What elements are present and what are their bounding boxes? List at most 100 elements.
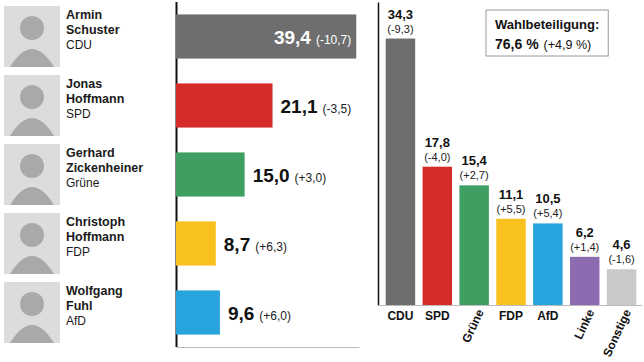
photo-head (20, 154, 44, 178)
photo-placeholder (4, 75, 60, 136)
tick-label: AfD (537, 309, 559, 323)
photo-shoulders (10, 325, 54, 343)
tick-line (378, 305, 642, 306)
tick: CDU (387, 305, 413, 323)
data-label: 39,4 (274, 27, 311, 48)
name-line: Schuster (66, 23, 120, 37)
annotation-text: 76,6 % (495, 36, 539, 52)
change-label: (-1,6) (608, 253, 634, 265)
tick-label: CDU (387, 309, 413, 323)
data-label: 4,6 (613, 237, 631, 252)
candidate-name: GerhardZickenheiner (66, 146, 143, 175)
change-label: (-10,7) (316, 33, 351, 47)
bar (459, 185, 488, 305)
change-label: (-9,3) (387, 23, 413, 35)
change-label: (+3,0) (295, 171, 327, 185)
data-label: 6,2 (576, 225, 594, 240)
name-line: Zickenheiner (66, 161, 143, 175)
change-label: (+1,4) (570, 241, 599, 253)
photo-frame (4, 6, 60, 67)
tick-label: Sonstige (600, 307, 634, 359)
data-label: 21,1 (281, 96, 318, 117)
name-line: Armin (66, 8, 102, 22)
bar (423, 167, 452, 305)
value-axis (177, 2, 360, 348)
tick (378, 305, 642, 306)
data-label: 9,6 (228, 303, 254, 324)
tick: AfD (537, 305, 559, 323)
bar (570, 257, 599, 305)
photo-frame (4, 75, 60, 136)
name-line: Fuhl (66, 299, 92, 313)
data-label: 10,5 (535, 191, 560, 206)
party-label: AfD (66, 314, 86, 328)
data-label: 11,1 (499, 187, 524, 202)
name-line: Jonas (66, 77, 102, 91)
photo-head (20, 85, 44, 109)
name-line: Hoffmann (66, 230, 124, 244)
bar (176, 83, 273, 127)
tick-label: Linke (571, 307, 597, 342)
bar (607, 269, 636, 305)
change-label: (+5,4) (533, 207, 562, 219)
name-line: Hoffmann (66, 92, 124, 106)
photo-head (20, 16, 44, 40)
photo-placeholder (4, 213, 60, 274)
name-line: Christoph (66, 215, 125, 229)
photo-shoulders (10, 187, 54, 205)
change-label: (+6,0) (259, 309, 291, 323)
party-label: CDU (66, 38, 92, 52)
chart-canvas: ArminSchusterCDUJonasHoffmannSPDGerhardZ… (0, 0, 644, 362)
tick: SPD (425, 305, 450, 323)
party-label: SPD (66, 107, 91, 121)
category-axis: CDU SPD Grüne FDP AfD LinkeSonstige (387, 305, 634, 359)
change-label: (-3,5) (323, 102, 352, 116)
name-line: Gerhard (66, 146, 115, 160)
axis-line (177, 347, 360, 348)
data-label: 8,7 (224, 234, 250, 255)
photo-frame (4, 282, 60, 343)
photo-frame (4, 213, 60, 274)
candidate-name: WolfgangFuhl (66, 284, 123, 313)
annotation: Wahlbeteiligung:76,6 %(+4,9 %) (486, 10, 608, 56)
tick: Linke (571, 305, 597, 341)
photo-head (20, 292, 44, 316)
bar (176, 221, 216, 265)
tick-label: SPD (425, 309, 450, 323)
photo-placeholder (4, 144, 60, 205)
change-label: (+2,7) (460, 169, 489, 181)
bars (176, 14, 356, 334)
photo-placeholder (4, 6, 60, 67)
axis-line (378, 3, 380, 306)
bars (386, 39, 637, 305)
photo-shoulders (10, 49, 54, 67)
candidate-chart: ArminSchusterCDUJonasHoffmannSPDGerhardZ… (4, 2, 360, 348)
tick-label: FDP (499, 309, 523, 323)
data-label: 34,3 (388, 7, 413, 22)
candidate-name: JonasHoffmann (66, 77, 124, 106)
photo-frame (4, 144, 60, 205)
bar (533, 223, 562, 305)
data-label: 15,4 (461, 153, 487, 168)
party-label: Grüne (66, 176, 100, 190)
bar (386, 39, 415, 305)
photo-head (20, 223, 44, 247)
annotation-text: Wahlbeteiligung: (495, 17, 599, 32)
value-axis (378, 3, 642, 306)
tick-label: Grüne (459, 307, 487, 345)
photo-shoulders (10, 118, 54, 136)
annotation-box (486, 10, 608, 56)
bar (176, 152, 245, 196)
bar (496, 219, 525, 305)
data-label: 15,0 (253, 165, 290, 186)
party-label: FDP (66, 245, 90, 259)
photo-shoulders (10, 256, 54, 274)
name-line: Wolfgang (66, 284, 123, 298)
tick: Sonstige (600, 305, 634, 359)
party-chart: CDU SPD Grüne FDP AfD LinkeSonstige 34,3(-9,3)… (378, 3, 642, 359)
tick: Grüne (459, 305, 487, 345)
bar (176, 14, 356, 58)
bar (176, 290, 220, 334)
change-label: (-4,0) (424, 151, 450, 163)
candidate-name: ArminSchuster (66, 8, 120, 37)
